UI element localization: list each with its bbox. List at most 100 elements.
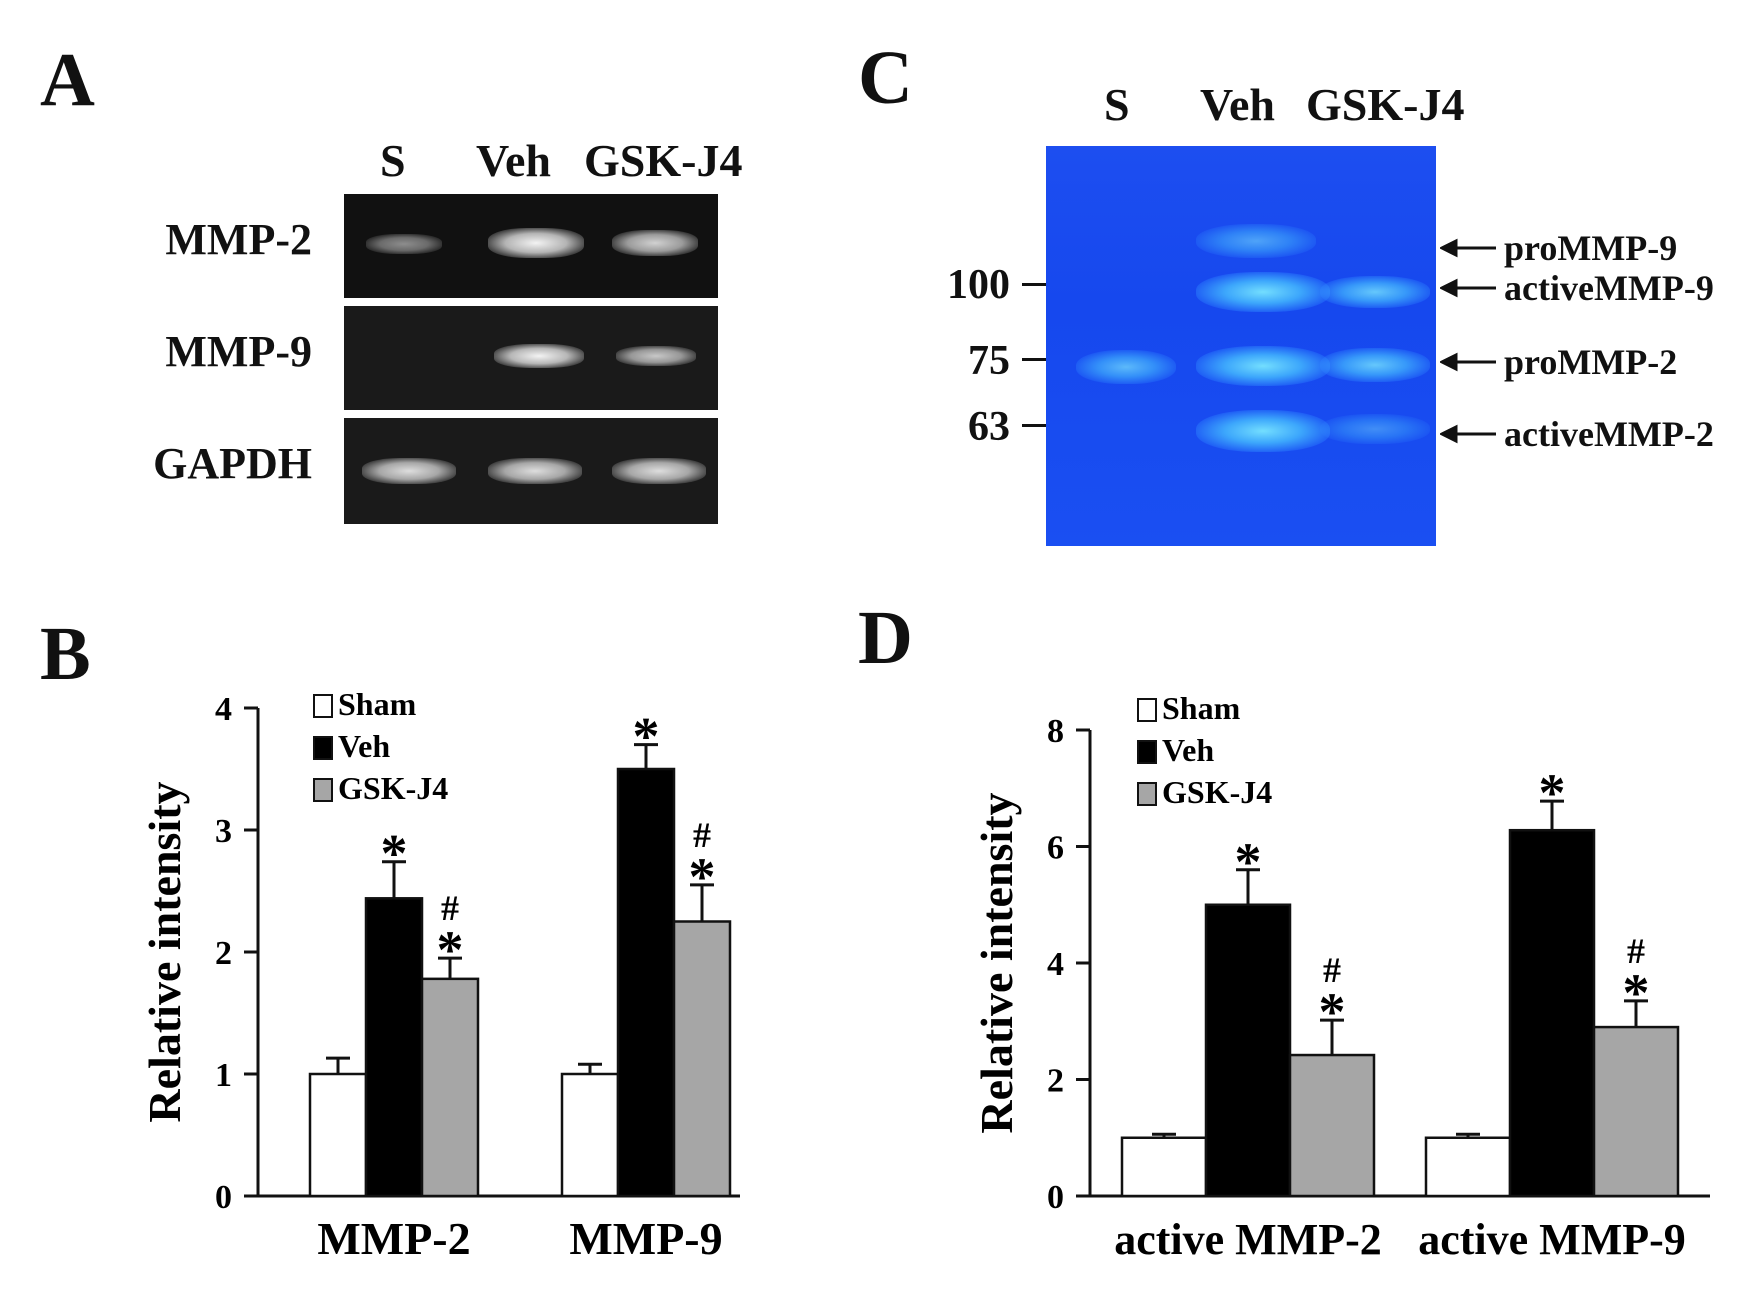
zymo-band xyxy=(1196,224,1316,258)
panel-a-letter: A xyxy=(40,38,95,122)
legend-swatch xyxy=(1137,782,1157,806)
gel-band xyxy=(612,230,698,256)
legend-label: Sham xyxy=(1162,690,1241,726)
legend-label: Veh xyxy=(338,728,390,764)
gel-band xyxy=(366,234,442,254)
panel-c-lane-veh: Veh xyxy=(1200,79,1275,130)
legend-swatch xyxy=(1137,698,1157,722)
arrow-head-icon xyxy=(1440,278,1458,298)
y-axis-label: Relative intensity xyxy=(139,781,190,1122)
arrow-head-icon xyxy=(1440,238,1458,258)
gel-band xyxy=(616,346,696,366)
significance-star: * xyxy=(437,920,464,980)
zymo-band xyxy=(1320,276,1430,308)
gel-blot-gapdh xyxy=(344,418,718,524)
bar xyxy=(1120,1136,1208,1198)
legend-label: Veh xyxy=(1162,732,1214,768)
y-tick-label: 4 xyxy=(1047,946,1064,983)
zymo-label-promMP9: proMMP-9 xyxy=(1504,228,1678,268)
gel-band xyxy=(494,344,584,368)
mw-tick-75 xyxy=(1022,358,1046,361)
significance-star: * xyxy=(689,847,716,907)
y-tick-label: 6 xyxy=(1047,830,1064,867)
legend-label: GSK-J4 xyxy=(338,770,448,806)
significance-star: * xyxy=(1319,982,1346,1042)
panel-c-letter: C xyxy=(858,36,913,120)
y-tick-label: 1 xyxy=(215,1057,232,1094)
legend-label: GSK-J4 xyxy=(1162,774,1272,810)
y-tick-label: 4 xyxy=(215,691,232,728)
gel-band xyxy=(488,458,582,484)
gel-band xyxy=(362,458,456,484)
panel-a-lane-s: S xyxy=(380,135,406,186)
legend-swatch xyxy=(313,694,333,718)
mw-marker-75: 75 xyxy=(968,338,1010,384)
zymo-arrows xyxy=(1440,238,1496,444)
gel-row-label-gapdh: GAPDH xyxy=(153,439,312,488)
bar xyxy=(420,977,480,1198)
y-axis-label: Relative intensity xyxy=(971,792,1022,1133)
panel-c-lane-s: S xyxy=(1104,79,1130,130)
significance-hash: # xyxy=(441,888,459,928)
panel-c-lane-gsk: GSK-J4 xyxy=(1306,79,1465,130)
y-tick-label: 0 xyxy=(215,1179,232,1216)
panel-b-letter: B xyxy=(40,612,91,696)
zymo-band xyxy=(1076,350,1176,384)
category-label: active MMP-9 xyxy=(1418,1215,1686,1264)
significance-star: * xyxy=(1623,963,1650,1023)
bar xyxy=(1424,1136,1512,1198)
zymo-band xyxy=(1320,348,1430,382)
y-tick-label: 3 xyxy=(215,813,232,850)
legend-label: Sham xyxy=(338,686,417,722)
zymo-band xyxy=(1196,410,1330,452)
mw-tick-63 xyxy=(1022,424,1046,427)
y-tick-label: 2 xyxy=(215,935,232,972)
gel-band xyxy=(612,458,706,484)
mw-marker-63: 63 xyxy=(968,404,1010,450)
zymo-label-proMMP2: proMMP-2 xyxy=(1504,342,1678,382)
significance-hash: # xyxy=(1627,931,1645,971)
y-tick-label: 8 xyxy=(1047,713,1064,750)
gel-row-label-mmp2: MMP-2 xyxy=(165,215,312,264)
significance-star: * xyxy=(1539,763,1566,823)
zymo-band xyxy=(1196,346,1330,386)
bar xyxy=(1592,1025,1680,1198)
bar xyxy=(672,920,732,1198)
zymo-label-activeMMP9: activeMMP-9 xyxy=(1504,268,1714,308)
arrow-head-icon xyxy=(1440,352,1458,372)
mw-marker-100: 100 xyxy=(947,262,1010,308)
gel-blot-mmp2 xyxy=(344,194,718,298)
arrow-head-icon xyxy=(1440,424,1458,444)
significance-star: * xyxy=(1235,832,1262,892)
significance-hash: # xyxy=(1323,950,1341,990)
significance-hash: # xyxy=(693,815,711,855)
zymo-label-activeMMP2: activeMMP-2 xyxy=(1504,414,1714,454)
bar xyxy=(308,1072,368,1198)
gel-row-label-mmp9: MMP-9 xyxy=(165,327,312,376)
panel-a-lane-veh: Veh xyxy=(476,135,551,186)
gel-band xyxy=(488,228,584,258)
bar xyxy=(1508,828,1596,1198)
bar xyxy=(1288,1053,1376,1198)
significance-star: * xyxy=(633,707,660,767)
category-label: MMP-2 xyxy=(317,1213,470,1264)
bar xyxy=(616,767,676,1198)
bar xyxy=(364,897,424,1198)
y-tick-label: 2 xyxy=(1047,1063,1064,1100)
panel-d-letter: D xyxy=(858,596,913,680)
mw-tick-100 xyxy=(1022,283,1046,286)
bar xyxy=(560,1072,620,1198)
gel-blot-mmp9 xyxy=(344,306,718,410)
zymogram-gel xyxy=(1046,146,1436,546)
bar xyxy=(1204,903,1292,1198)
significance-star: * xyxy=(381,824,408,884)
category-label: active MMP-2 xyxy=(1114,1215,1382,1264)
legend-swatch xyxy=(1137,740,1157,764)
panel-a-lane-gsk: GSK-J4 xyxy=(584,135,743,186)
zymo-band xyxy=(1196,272,1330,312)
legend-swatch xyxy=(313,736,333,760)
zymo-band xyxy=(1320,414,1430,444)
y-tick-label: 0 xyxy=(1047,1179,1064,1216)
legend-swatch xyxy=(313,778,333,802)
